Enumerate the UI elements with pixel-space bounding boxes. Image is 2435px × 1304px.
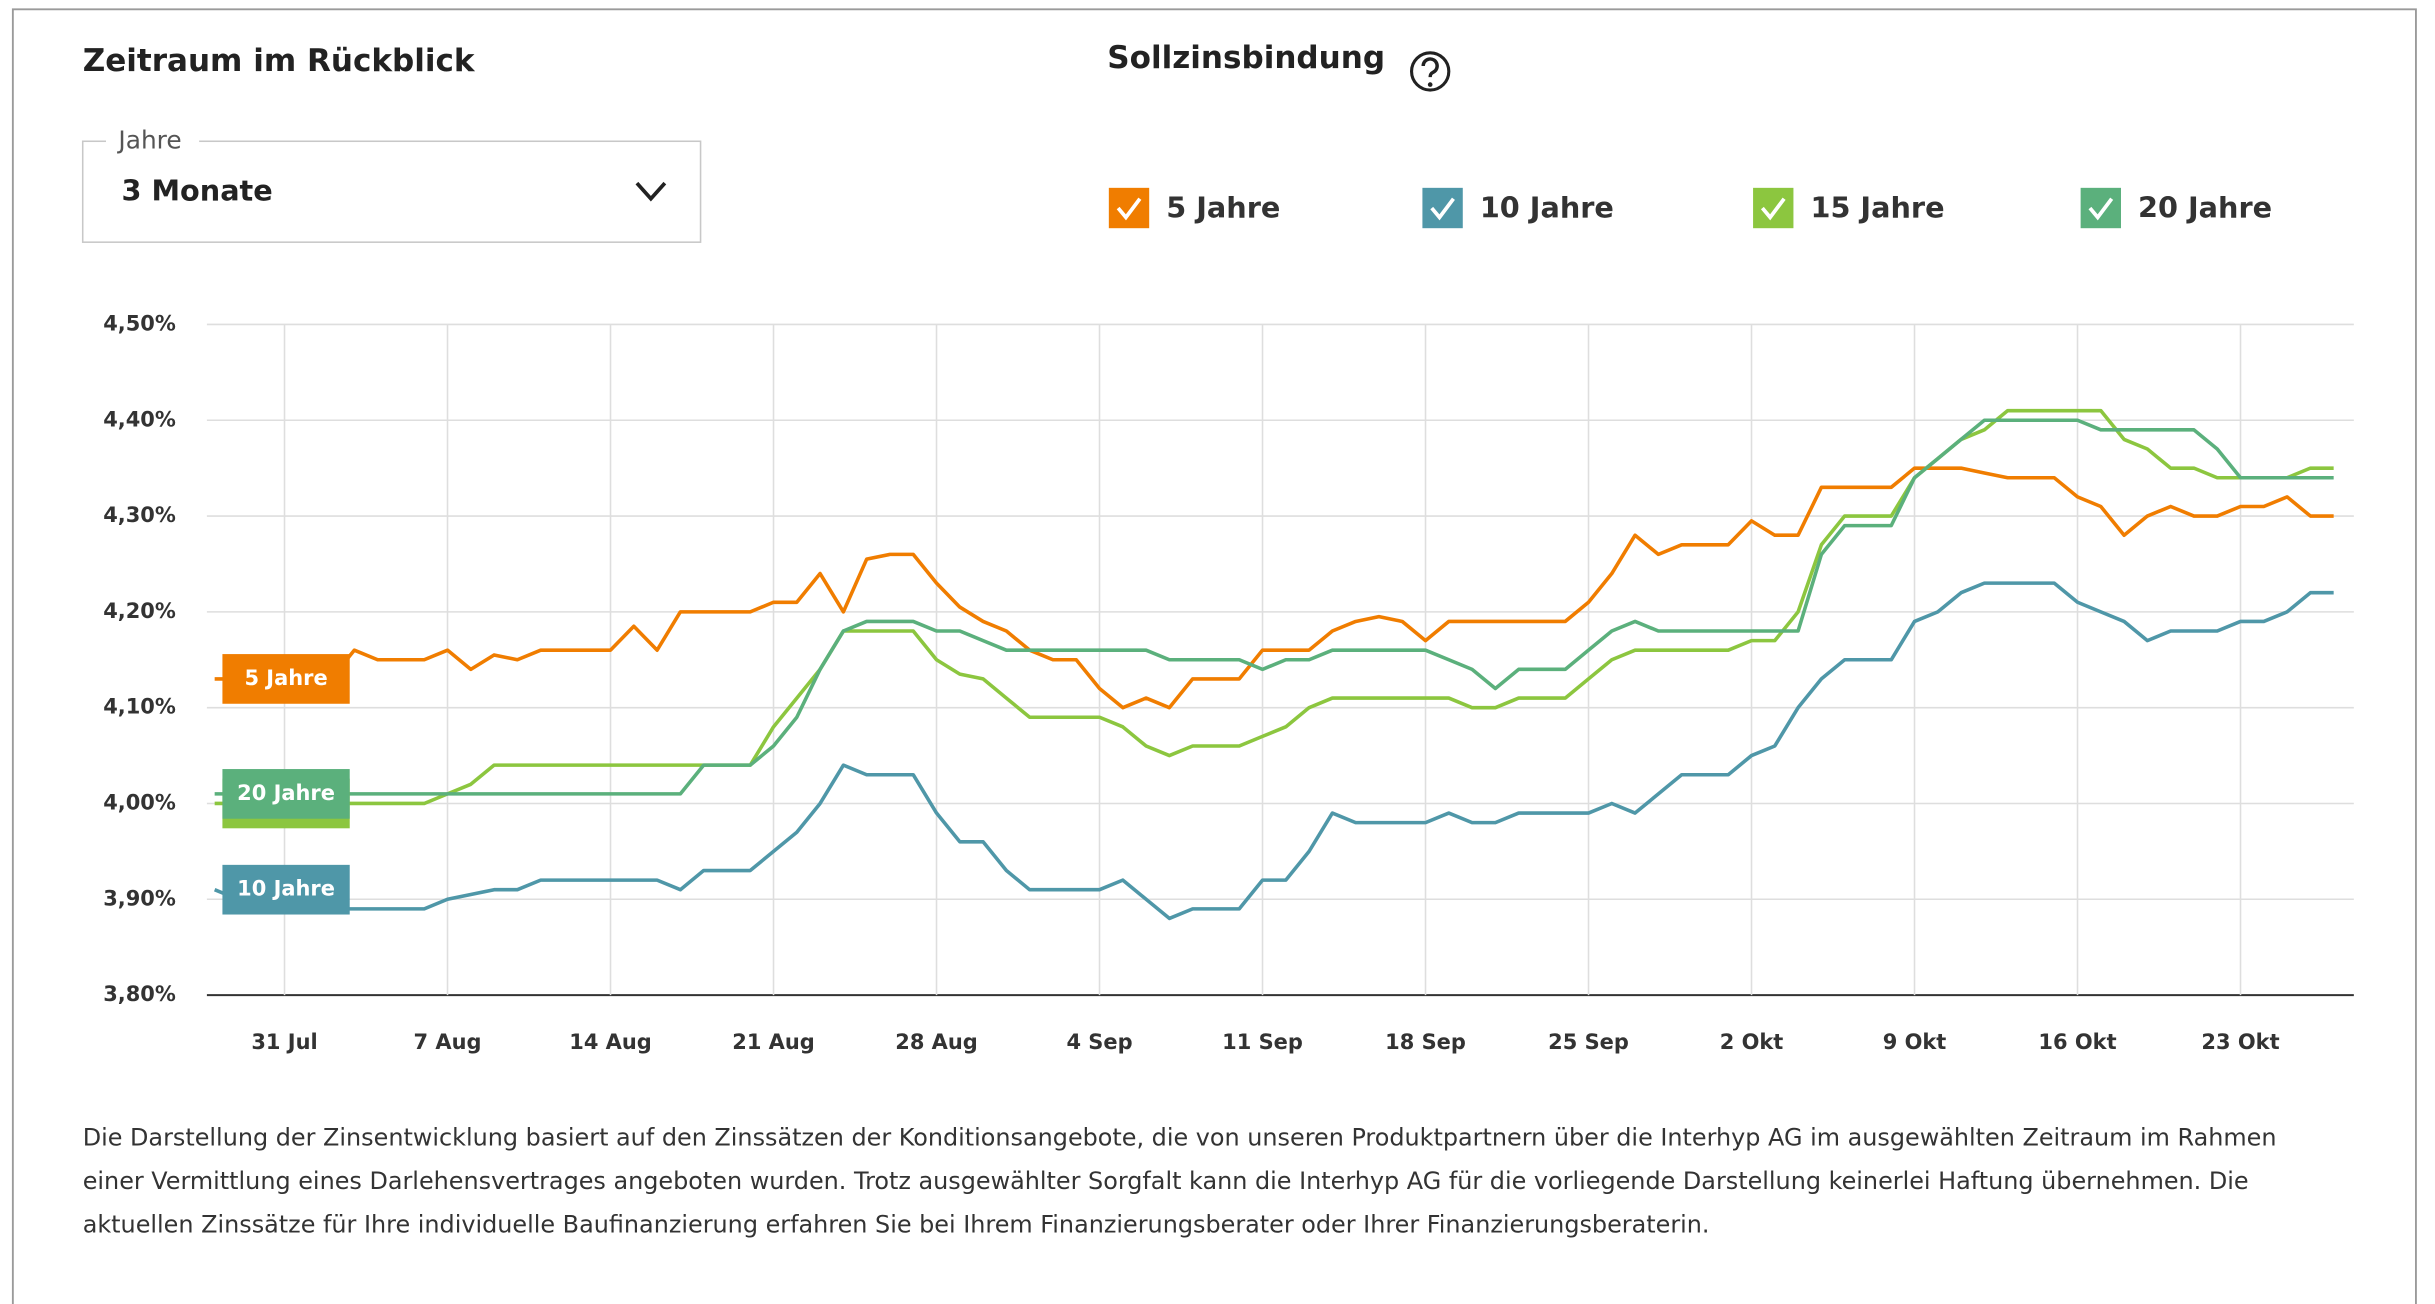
filter-title: Zeitraum im Rückblick <box>83 43 476 79</box>
legend-label[interactable]: 15 Jahre <box>1811 191 1945 225</box>
legend-checkbox[interactable] <box>1108 187 1150 229</box>
help-icon[interactable] <box>1409 51 1451 92</box>
x-tick-label: 18 Sep <box>1385 1030 1466 1054</box>
y-tick-label: 4,30% <box>103 503 176 527</box>
dropdown-box[interactable] <box>81 140 702 243</box>
series-start-label-box <box>222 769 350 819</box>
y-tick-label: 4,10% <box>103 695 176 719</box>
x-tick-label: 14 Aug <box>569 1030 652 1054</box>
legend-item[interactable]: 20 Jahre <box>2080 187 2272 229</box>
x-tick-label: 16 Okt <box>2038 1030 2116 1054</box>
x-tick-label: 7 Aug <box>414 1030 482 1054</box>
series-start-label: 5 Jahre <box>244 666 327 690</box>
x-tick-label: 21 Aug <box>732 1030 815 1054</box>
x-tick-label: 31 Jul <box>251 1030 317 1054</box>
x-tick-label: 23 Okt <box>2201 1030 2279 1054</box>
dropdown-label: Jahre <box>116 125 181 154</box>
legend-check[interactable] <box>2088 197 2114 221</box>
legend-checkbox[interactable] <box>1422 187 1463 229</box>
y-tick-label: 4,20% <box>103 599 176 623</box>
x-tick-label: 11 Sep <box>1222 1030 1303 1054</box>
frame <box>11 8 2417 1304</box>
y-tick-label: 4,40% <box>103 407 176 431</box>
x-tick-label: 2 Okt <box>1720 1030 1784 1054</box>
dropdown[interactable]: Jahre 3 Monate <box>81 125 702 243</box>
dropdown-value[interactable]: 3 Monate <box>122 173 273 207</box>
help-dot[interactable] <box>1427 82 1433 87</box>
footnote: Die Darstellung der Zinsentwicklung basi… <box>82 1123 2277 1239</box>
y-tick-label: 4,00% <box>103 790 176 814</box>
legend-item[interactable]: 5 Jahre <box>1108 187 1281 229</box>
series-line <box>213 581 2334 921</box>
dropdown-label-bg <box>105 127 200 156</box>
series-start-label-box <box>222 864 350 915</box>
x-tick-label: 25 Sep <box>1548 1030 1629 1054</box>
legend-label[interactable]: 20 Jahre <box>2138 191 2272 225</box>
y-tick-label: 3,80% <box>103 982 176 1006</box>
series-start-label: 20 Jahre <box>237 781 335 805</box>
y-tick-label: 3,90% <box>103 886 176 910</box>
legend-check[interactable] <box>1430 197 1455 221</box>
y-tick-label: 4,50% <box>103 311 176 335</box>
help-circle[interactable] <box>1409 51 1451 92</box>
legend-title: Sollzinsbindung <box>1107 40 1385 76</box>
series-start-label-box <box>222 654 350 704</box>
series-line <box>214 418 2334 796</box>
series-line <box>214 466 2334 710</box>
x-tick-label: 4 Sep <box>1066 1030 1132 1054</box>
series-line <box>214 408 2334 806</box>
series-start-label: 10 Jahre <box>237 877 335 901</box>
x-tick-label: 9 Okt <box>1883 1030 1947 1054</box>
help-glyph[interactable] <box>1421 57 1439 78</box>
legend-item[interactable]: 15 Jahre <box>1753 187 1945 229</box>
legend-checkbox[interactable] <box>2080 187 2121 229</box>
legend-checkbox[interactable] <box>1753 187 1794 229</box>
chevron[interactable] <box>635 181 667 202</box>
legend-check[interactable] <box>1760 197 1786 221</box>
legend-item[interactable]: 10 Jahre <box>1422 187 1614 229</box>
x-tick-label: 28 Aug <box>895 1030 978 1054</box>
legend-label[interactable]: 5 Jahre <box>1166 191 1280 225</box>
legend-label[interactable]: 10 Jahre <box>1480 191 1614 225</box>
footnote-box: Die Darstellung der Zinsentwicklung basi… <box>82 1123 2277 1239</box>
legend-check[interactable] <box>1116 197 1142 221</box>
